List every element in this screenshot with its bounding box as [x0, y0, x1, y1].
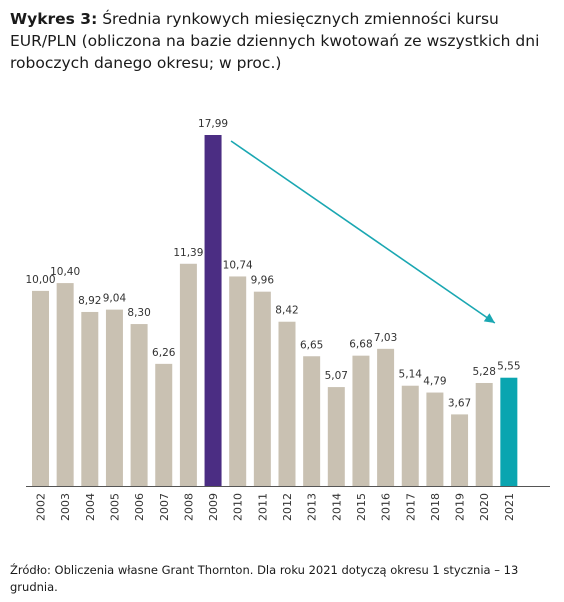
bar-2005	[105, 309, 123, 486]
x-tick-label-2008: 2008	[182, 493, 195, 521]
bar-2004	[81, 311, 99, 486]
bar-2017	[401, 385, 419, 486]
x-tick-label-2010: 2010	[232, 493, 245, 521]
bar-2014	[327, 387, 345, 486]
x-tick-label-2018: 2018	[429, 493, 442, 521]
x-tick-label-2011: 2011	[256, 493, 269, 521]
x-tick-label-2019: 2019	[454, 493, 467, 521]
data-label-2015: 6,68	[349, 339, 372, 351]
trend-arrow-line	[230, 140, 496, 324]
x-tick-label-2009: 2009	[207, 493, 220, 521]
x-tick-label-2013: 2013	[306, 493, 319, 521]
data-label-2002: 10,00	[25, 274, 55, 286]
x-tick-label-2006: 2006	[133, 493, 146, 521]
x-tick-label-2020: 2020	[478, 493, 491, 521]
bar-2018	[426, 392, 444, 486]
bar-2011	[253, 291, 271, 486]
data-label-2013: 6,65	[300, 339, 323, 351]
chart-title-text: Średnia rynkowych miesięcznych zmiennośc…	[10, 10, 540, 72]
bar-2016	[377, 348, 395, 486]
x-tick-label-2005: 2005	[108, 493, 121, 521]
x-tick-label-2016: 2016	[380, 493, 393, 521]
data-label-2010: 10,74	[223, 259, 253, 271]
data-label-2016: 7,03	[374, 332, 397, 344]
data-label-2017: 5,14	[399, 369, 423, 381]
data-label-2006: 8,30	[127, 307, 150, 319]
data-label-2011: 9,96	[251, 275, 275, 287]
bar-2013	[303, 356, 321, 486]
bar-2012	[278, 321, 296, 486]
x-tick-label-2014: 2014	[330, 493, 343, 521]
x-tick-label-2004: 2004	[84, 493, 97, 521]
chart-title-lead: Wykres 3:	[10, 10, 98, 28]
bar-2007	[155, 363, 173, 486]
data-label-2004: 8,92	[78, 295, 101, 307]
data-label-2009: 17,99	[198, 118, 228, 130]
bar-2003	[56, 283, 74, 486]
data-label-2019: 3,67	[448, 397, 471, 409]
data-label-2005: 9,04	[103, 293, 127, 305]
x-tick-label-2003: 2003	[59, 493, 72, 521]
bar-2002	[32, 290, 49, 486]
data-label-2020: 5,28	[473, 366, 496, 378]
source-note: Źródło: Obliczenia własne Grant Thornton…	[10, 563, 519, 594]
bar-2008	[179, 263, 197, 486]
data-label-2014: 5,07	[325, 370, 348, 382]
bar-2021	[500, 377, 518, 486]
x-tick-label-2012: 2012	[281, 493, 294, 521]
x-tick-label-2017: 2017	[404, 493, 417, 521]
bar-2019	[451, 414, 469, 486]
data-label-2007: 6,26	[152, 347, 176, 359]
x-tick-label-2007: 2007	[158, 493, 171, 521]
data-label-2008: 11,39	[173, 247, 203, 259]
bar-2015	[352, 355, 370, 486]
bar-2006	[130, 324, 148, 486]
bar-2020	[475, 382, 493, 486]
trend-arrow-head	[483, 313, 495, 323]
bar-2009	[204, 135, 222, 486]
data-label-2003: 10,40	[50, 266, 80, 278]
x-tick-label-2015: 2015	[355, 493, 368, 521]
data-label-2018: 4,79	[423, 376, 446, 388]
x-tick-label-2002: 2002	[35, 493, 48, 521]
data-label-2012: 8,42	[275, 305, 298, 317]
bar-2010	[229, 276, 247, 486]
data-label-2021: 5,55	[497, 361, 520, 373]
x-tick-label-2021: 2021	[503, 493, 516, 521]
chart-title: Wykres 3: Średnia rynkowych miesięcznych…	[10, 8, 555, 74]
